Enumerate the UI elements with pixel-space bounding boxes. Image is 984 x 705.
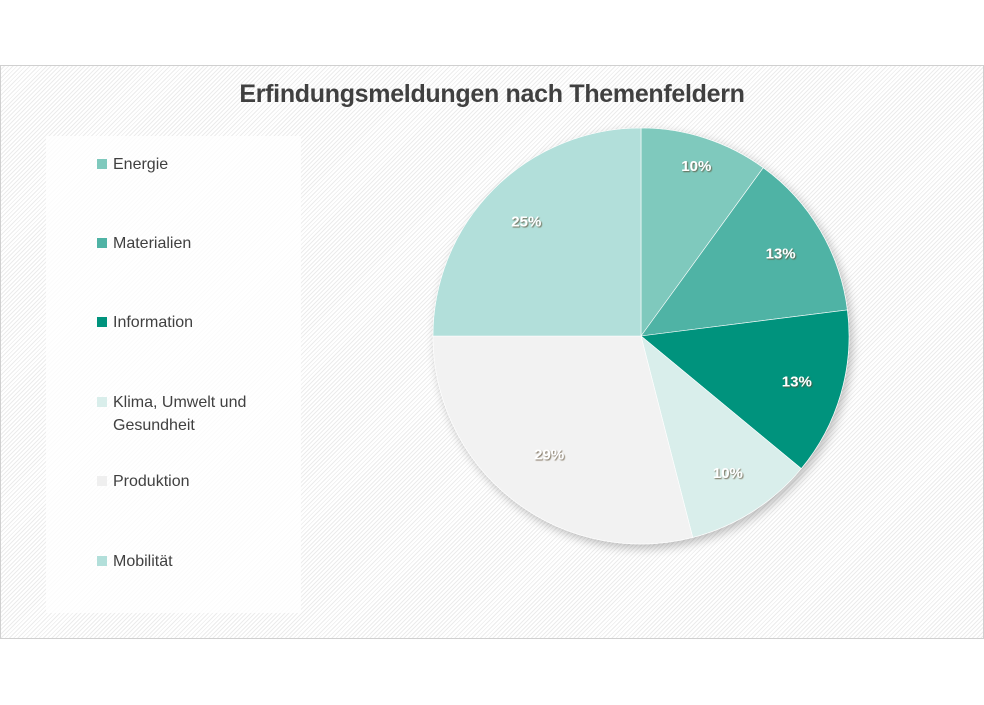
- chart-legend: Energie Materialien Information Klima, U…: [46, 136, 301, 613]
- legend-item-produktion: Produktion: [97, 470, 283, 493]
- slice-label-materialien: 13%: [766, 245, 796, 262]
- legend-item-klima: Klima, Umwelt und Gesundheit: [97, 391, 273, 437]
- pie-slice-mobilitaet: [432, 127, 642, 337]
- pie-data-labels: 10% 13% 13% 10% 29% 25%: [511, 158, 812, 482]
- pie-slices: [432, 127, 850, 545]
- legend-swatch-klima: [97, 397, 107, 407]
- slice-label-energie: 10%: [681, 158, 711, 175]
- legend-item-information: Information: [97, 311, 283, 334]
- pie-slice-information: [640, 309, 850, 470]
- chart-title: Erfindungsmeldungen nach Themenfeldern: [239, 80, 745, 108]
- legend-swatch-mobilitaet: [97, 556, 107, 566]
- legend-label: Information: [113, 314, 194, 331]
- legend-item-energie: Energie: [97, 153, 283, 176]
- legend-swatch-materialien: [97, 238, 107, 248]
- legend-label: Energie: [113, 156, 169, 173]
- slice-label-produktion: 29%: [534, 446, 564, 463]
- legend-item-mobilitaet: Mobilität: [97, 550, 283, 573]
- slice-label-information: 13%: [782, 373, 812, 390]
- legend-label: Mobilität: [113, 553, 173, 570]
- pie-slice-energie: [640, 127, 764, 337]
- legend-label: Produktion: [113, 473, 190, 490]
- pie-slice-produktion: [432, 335, 694, 545]
- legend-item-materialien: Materialien: [97, 232, 283, 255]
- pie-slice-klima: [640, 335, 802, 538]
- pie-slice-materialien: [640, 167, 848, 337]
- legend-swatch-information: [97, 317, 107, 327]
- slice-label-mobilitaet: 25%: [511, 213, 541, 230]
- legend-swatch-produktion: [97, 476, 107, 486]
- legend-label: Klima, Umwelt und Gesundheit: [113, 394, 247, 434]
- legend-swatch-energie: [97, 159, 107, 169]
- slice-label-klima: 10%: [713, 465, 743, 482]
- legend-label: Materialien: [113, 235, 192, 252]
